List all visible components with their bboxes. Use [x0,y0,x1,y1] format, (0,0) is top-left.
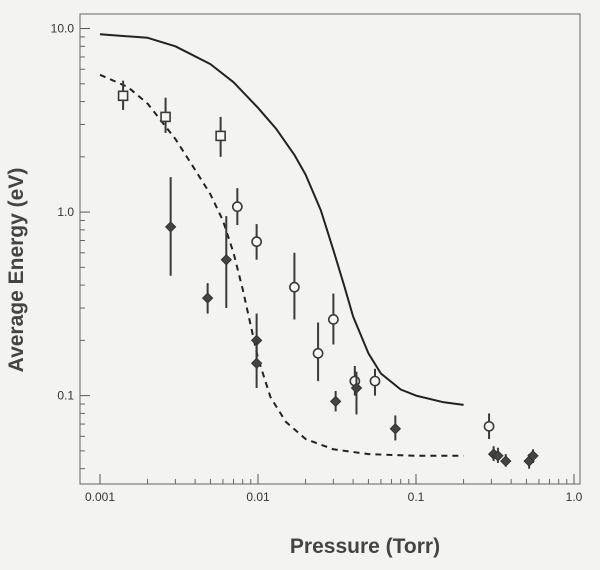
y-axis-title: Average Energy (eV) [5,168,28,373]
filled-diamond-point [500,455,512,467]
dashed-curve [99,73,464,457]
y-axis: 10.0 1.0 0.1 [51,22,90,470]
filled-diamond-point [250,357,263,370]
model-curves [99,33,464,457]
x-tick-label: 0.001 [85,490,115,504]
open-circle-point [289,281,300,293]
filled-diamond-point [389,423,402,435]
y-tick-label: 1.0 [57,205,74,219]
x-axis-title: Pressure (Torr) [290,535,440,558]
filled-diamond-point [329,395,342,408]
filled-diamond-point [492,450,504,462]
open-circle-point [231,201,243,213]
x-axis: 0.001 0.01 0.1 1.0 [85,474,583,504]
x-tick-label: 0.01 [246,490,270,504]
open-square-point [117,90,129,102]
open-square-point [160,111,171,123]
data-points [117,80,539,469]
open-circle-point [312,347,324,359]
filled-diamond-point [164,221,177,233]
open-circle-point [483,420,495,432]
open-circle-point [327,314,339,325]
filled-diamond-point [350,382,363,394]
filled-diamond-point [527,450,539,462]
y-tick-label: 10.0 [51,22,75,36]
open-square-point [215,130,226,142]
filled-diamond-point [201,292,214,304]
x-tick-label: 0.1 [408,490,425,504]
open-circle-point [369,375,381,387]
plot-frame [79,13,581,485]
x-tick-label: 1.0 [566,490,583,504]
y-tick-label: 0.1 [57,389,74,403]
filled-diamond-point [220,254,233,266]
solid-curve [99,33,464,406]
open-circle-point [251,236,263,248]
